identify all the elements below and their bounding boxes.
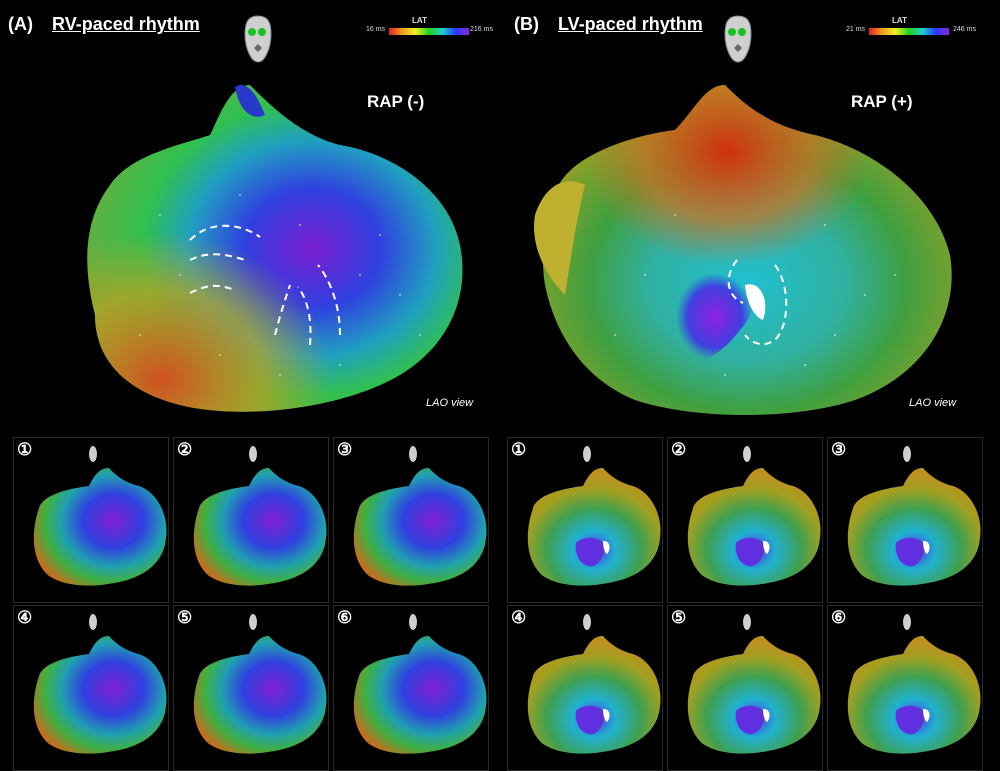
thumbnail-map: ② bbox=[173, 437, 329, 603]
thumbnail-number: ⑤ bbox=[177, 608, 193, 627]
thumbnail-map: ⑤ bbox=[667, 605, 823, 771]
legend-min: 21 ms bbox=[846, 26, 866, 33]
torso-icon bbox=[249, 614, 257, 630]
thumbnail-number: ④ bbox=[17, 608, 33, 627]
thumbnail-number: ⑤ bbox=[671, 608, 687, 627]
torso-icon bbox=[583, 446, 591, 462]
legend-colorbar bbox=[869, 28, 949, 35]
torso-icon bbox=[244, 15, 272, 63]
legend-max: 216 ms bbox=[470, 26, 493, 33]
legend-title: LAT bbox=[892, 16, 907, 25]
legend-max: 246 ms bbox=[953, 26, 976, 33]
panel-a-label: (A) bbox=[8, 14, 33, 34]
torso-icon bbox=[903, 614, 911, 630]
torso-icon bbox=[409, 614, 417, 630]
torso-icon bbox=[724, 15, 752, 63]
thumbnail-image bbox=[847, 614, 981, 754]
legend-min: 16 ms bbox=[366, 26, 386, 33]
torso-icon bbox=[583, 614, 591, 630]
panel-b-header: (B) LV-paced rhythm bbox=[514, 14, 703, 35]
panel-a-header: (A) RV-paced rhythm bbox=[8, 14, 200, 35]
thumbnail-number: ② bbox=[671, 440, 687, 459]
thumbnail-image bbox=[33, 614, 167, 754]
panel-a-title: RV-paced rhythm bbox=[52, 14, 200, 34]
thumbnail-image bbox=[193, 446, 327, 586]
torso-icon bbox=[249, 446, 257, 462]
thumbnail-number: ④ bbox=[511, 608, 527, 627]
rap-label-b: RAP (+) bbox=[851, 92, 913, 111]
panel-b-label: (B) bbox=[514, 14, 539, 34]
rap-label-a: RAP (-) bbox=[367, 92, 425, 111]
legend-title: LAT bbox=[412, 16, 427, 25]
thumbnail-map: ⑥ bbox=[827, 605, 983, 771]
view-label-a: LAO view bbox=[426, 397, 474, 409]
thumbnail-image bbox=[687, 446, 821, 586]
thumbnail-map: ⑥ bbox=[333, 605, 489, 771]
thumbnail-map: ① bbox=[507, 437, 663, 603]
activation-map-b bbox=[534, 85, 952, 415]
thumbnail-map: ③ bbox=[827, 437, 983, 603]
thumbnail-image bbox=[353, 446, 487, 586]
torso-icon bbox=[409, 446, 417, 462]
legend-colorbar bbox=[389, 28, 469, 35]
thumbnail-image bbox=[33, 446, 167, 586]
thumbnail-map: ④ bbox=[507, 605, 663, 771]
thumbnail-number: ② bbox=[177, 440, 193, 459]
thumbnail-number: ⑥ bbox=[337, 608, 353, 627]
torso-icon bbox=[743, 614, 751, 630]
torso-icon bbox=[89, 446, 97, 462]
thumbnail-number: ⑥ bbox=[831, 608, 847, 627]
thumbnail-map: ④ bbox=[13, 605, 169, 771]
thumbnail-image bbox=[687, 614, 821, 754]
thumbnail-image bbox=[847, 446, 981, 586]
activation-map-a bbox=[87, 84, 463, 412]
thumbnail-map: ③ bbox=[333, 437, 489, 603]
thumbnail-number: ① bbox=[17, 440, 33, 459]
thumbnail-number: ③ bbox=[831, 440, 847, 459]
view-label-b: LAO view bbox=[909, 397, 957, 409]
torso-icon bbox=[89, 614, 97, 630]
thumbnail-image bbox=[527, 446, 661, 586]
panel-b-title: LV-paced rhythm bbox=[558, 14, 703, 34]
thumbnail-number: ③ bbox=[337, 440, 353, 459]
thumbnail-image bbox=[353, 614, 487, 754]
thumbnail-number: ① bbox=[511, 440, 527, 459]
torso-icon bbox=[743, 446, 751, 462]
thumbnail-map: ① bbox=[13, 437, 169, 603]
thumbnail-map: ⑤ bbox=[173, 605, 329, 771]
torso-icon bbox=[903, 446, 911, 462]
thumbnail-map: ② bbox=[667, 437, 823, 603]
thumbnail-image bbox=[527, 614, 661, 754]
thumbnail-image bbox=[193, 614, 327, 754]
